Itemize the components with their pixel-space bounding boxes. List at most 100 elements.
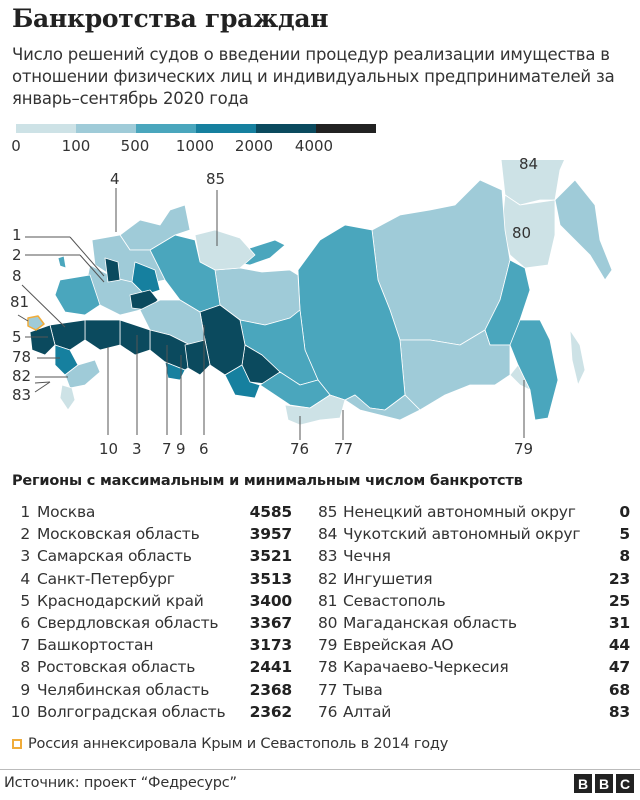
region-value: 23 <box>608 569 630 588</box>
map-svg <box>17 111 613 440</box>
region-value: 3400 <box>249 591 293 610</box>
region-samara <box>119 319 151 356</box>
legend-swatch-1000-2000 <box>196 124 256 133</box>
region-name: Краснодарский край <box>37 591 204 610</box>
rank: 2 <box>20 525 30 544</box>
crimea-note: Россия аннексировала Крым и Севастополь … <box>12 736 448 752</box>
callout-76: 76 <box>290 440 310 458</box>
source-text: Источник: проект “Федресурс” <box>4 775 237 791</box>
callout-80: 80 <box>512 224 532 242</box>
region-value: 68 <box>608 680 630 699</box>
region-value: 3521 <box>249 547 293 566</box>
legend-swatch-4000-plus <box>316 124 376 133</box>
callout-85: 85 <box>206 170 226 188</box>
region-value: 2368 <box>249 680 293 699</box>
region-value: 5 <box>619 525 630 544</box>
region-name: Ненецкий автономный округ <box>343 503 576 522</box>
region-value: 3367 <box>249 614 293 633</box>
region-omsk <box>224 364 261 399</box>
callout-4: 4 <box>110 170 120 188</box>
bbc-logo: B B C <box>574 774 634 793</box>
region-value: 2362 <box>249 702 293 721</box>
legend-swatch-500-1000 <box>136 124 196 133</box>
legend-label: 4000 <box>294 137 334 155</box>
callout-6: 6 <box>199 440 209 458</box>
table-row: 10 Волгоградская область 2362 <box>10 701 293 723</box>
region-west <box>54 274 101 316</box>
region-value: 44 <box>608 636 630 655</box>
legend-swatch-0-100 <box>16 124 76 133</box>
table-row: 5 Краснодарский край 3400 <box>10 590 292 612</box>
region-name: Санкт-Петербург <box>37 569 175 588</box>
color-legend <box>16 124 376 133</box>
region-value: 3513 <box>249 569 293 588</box>
region-name: Магаданская область <box>343 614 517 633</box>
bbc-logo-letter: B <box>574 774 592 793</box>
rank: 3 <box>20 547 30 566</box>
region-name: Ростовская область <box>37 658 196 677</box>
chart-title: Банкротства граждан <box>12 4 329 33</box>
legend-swatch-100-500 <box>76 124 136 133</box>
table-row: 6 Свердловская область 3367 <box>10 612 292 634</box>
region-moscow <box>104 257 121 283</box>
region-north-caucasus <box>59 384 76 411</box>
table-row: 85 Ненецкий автономный округ 0 <box>318 501 630 523</box>
rank: 81 <box>318 591 338 610</box>
crimea-outline-swatch-icon <box>12 739 22 749</box>
legend-label: 0 <box>11 137 21 155</box>
rank: 83 <box>318 547 338 566</box>
callout-2: 2 <box>12 246 22 264</box>
region-name: Московская область <box>37 525 200 544</box>
callout-79: 79 <box>514 440 534 458</box>
callout-9: 9 <box>176 440 186 458</box>
region-jewish-ao <box>509 364 531 391</box>
table-row: 76 Алтай 83 <box>318 701 630 723</box>
table-row: 1 Москва 4585 <box>10 501 292 523</box>
rank: 79 <box>318 636 338 655</box>
region-value: 3173 <box>249 636 293 655</box>
table-row: 77 Тыва 68 <box>318 679 630 701</box>
region-value: 3957 <box>249 525 293 544</box>
region-name: Свердловская область <box>37 614 219 633</box>
callout-1: 1 <box>12 226 22 244</box>
table-row: 8 Ростовская область 2441 <box>10 656 292 678</box>
region-name: Карачаево-Черкесия <box>343 658 509 677</box>
region-primorye <box>509 319 559 421</box>
callout-84: 84 <box>519 155 539 173</box>
legend-label: 1000 <box>175 137 215 155</box>
legend-label: 500 <box>120 137 150 155</box>
region-chelyabinsk <box>184 339 211 376</box>
callout-5: 5 <box>12 328 22 346</box>
region-sakhalin <box>569 329 586 386</box>
callout-10: 10 <box>99 440 119 458</box>
region-value: 47 <box>608 658 630 677</box>
table-row: 80 Магаданская область 31 <box>318 612 630 634</box>
region-name: Башкортостан <box>37 636 154 655</box>
callout-77: 77 <box>334 440 354 458</box>
rank: 85 <box>318 503 338 522</box>
table-row: 2 Московская область 3957 <box>10 523 292 545</box>
region-value: 2441 <box>249 658 293 677</box>
rank: 8 <box>20 658 30 677</box>
bottom-regions-table: 85 Ненецкий автономный округ 0 84 Чукотский… <box>318 501 630 723</box>
table-row: 4 Санкт-Петербург 3513 <box>10 568 292 590</box>
rank: 76 <box>318 702 338 721</box>
rank: 78 <box>318 658 338 677</box>
rank: 10 <box>10 702 31 721</box>
rank: 4 <box>20 569 30 588</box>
region-komi <box>149 234 221 313</box>
rank: 80 <box>318 614 338 633</box>
region-name: Чечня <box>343 547 391 566</box>
footer-divider <box>0 769 640 770</box>
table-title: Регионы с максимальным и минимальным чис… <box>12 473 523 489</box>
region-name: Тыва <box>343 680 383 699</box>
region-value: 83 <box>608 702 630 721</box>
region-name: Еврейская АО <box>343 636 454 655</box>
rank: 84 <box>318 525 338 544</box>
rank: 5 <box>20 591 30 610</box>
table-row: 3 Самарская область 3521 <box>10 545 292 567</box>
table-row: 84 Чукотский автономный округ 5 <box>318 523 630 545</box>
table-row: 7 Башкортостан 3173 <box>10 634 292 656</box>
region-name: Волгоградская область <box>37 702 226 721</box>
region-name: Чукотский автономный округ <box>343 525 581 544</box>
